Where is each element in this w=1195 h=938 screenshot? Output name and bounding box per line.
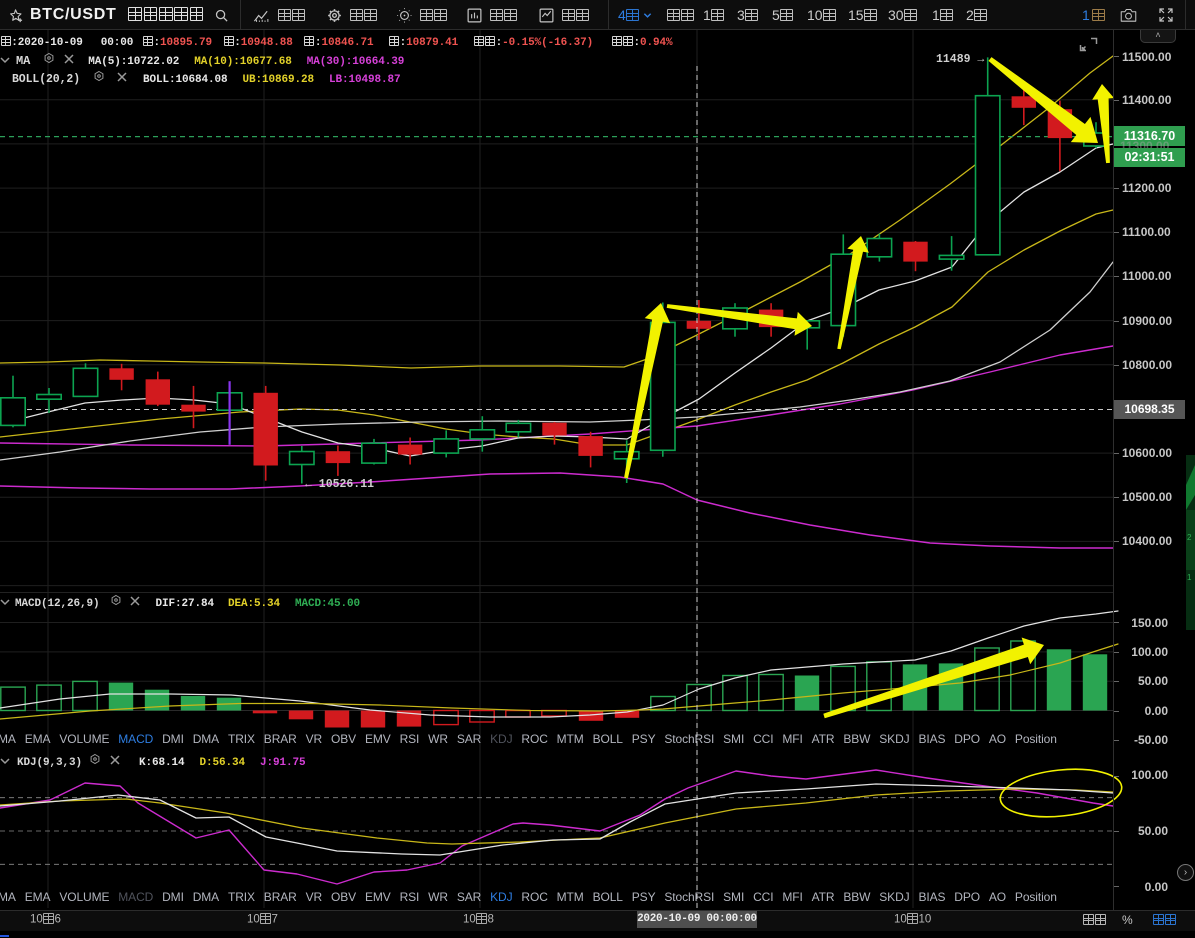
svg-text:2: 2 [1187,533,1192,542]
svg-text:1: 1 [1187,573,1192,582]
